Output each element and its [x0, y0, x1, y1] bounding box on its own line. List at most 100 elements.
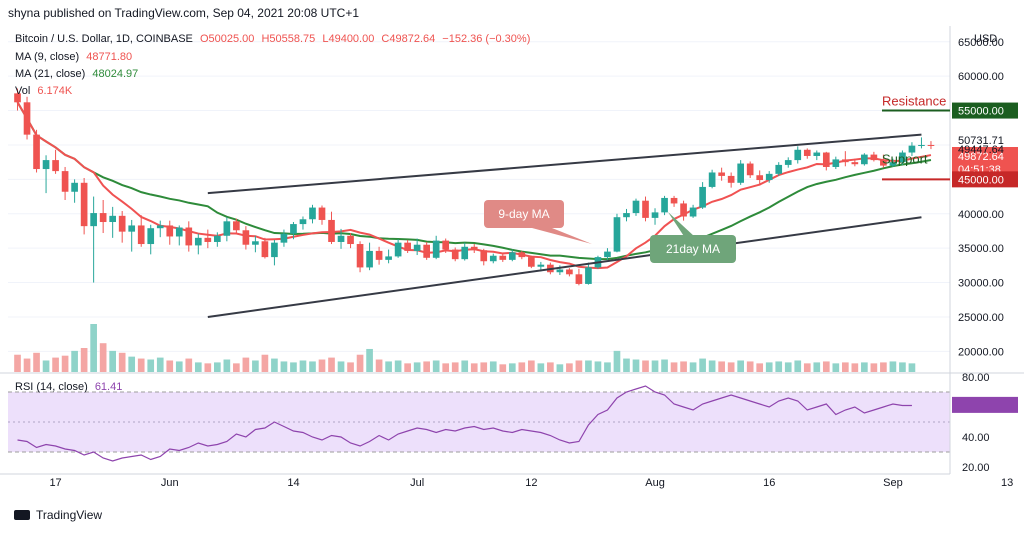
- lower-trendline: [207, 216, 922, 318]
- candle-body: [404, 242, 411, 251]
- candle-body: [194, 237, 202, 246]
- high-value: H50558.75: [261, 33, 316, 45]
- rsi-label: RSI (14, close): [15, 381, 88, 393]
- tradingview-footer[interactable]: TradingView: [14, 508, 102, 522]
- volume-bar: [803, 363, 811, 372]
- price-tick-label: 40000.00: [958, 209, 1004, 221]
- candle-body: [470, 246, 478, 251]
- volume-bar: [794, 360, 802, 372]
- time-tick-label: 12: [525, 477, 537, 489]
- price-tick-label: 20000.00: [958, 346, 1004, 358]
- candle-body: [118, 215, 126, 232]
- candle-body: [156, 225, 164, 229]
- volume-bar: [261, 354, 269, 372]
- volume-bar: [575, 360, 583, 372]
- price-tick-label: 35000.00: [958, 243, 1004, 255]
- candle-body: [461, 246, 469, 260]
- candle-body: [756, 175, 764, 181]
- time-tick-label: 17: [49, 477, 61, 489]
- ma21-line: [16, 101, 932, 261]
- volume-bar: [194, 362, 202, 372]
- volume-bar: [118, 352, 126, 372]
- volume-bar: [290, 362, 297, 372]
- ohlc-legend: Bitcoin / U.S. Dollar, 1D, COINBASE O500…: [15, 33, 530, 45]
- candle-body: [61, 171, 69, 192]
- volume-bar: [680, 361, 687, 372]
- tradingview-logo-icon: [14, 510, 30, 520]
- ma21-legend[interactable]: MA (21, close) 48024.97: [15, 68, 138, 80]
- candle-body: [52, 160, 59, 172]
- volume-bar: [708, 360, 716, 372]
- volume-bar: [99, 343, 107, 372]
- volume-bar: [80, 348, 88, 372]
- time-tick-label: Jun: [161, 477, 179, 489]
- candle-body: [651, 212, 659, 218]
- candle-body: [109, 215, 116, 223]
- volume-bar: [347, 362, 354, 372]
- candle-body: [737, 163, 744, 183]
- ma9-callout-text: 9-day MA: [498, 207, 549, 221]
- volume-bar: [14, 354, 21, 372]
- candle-body: [23, 102, 31, 135]
- volume-bar: [661, 359, 668, 372]
- candle-body: [366, 250, 373, 268]
- volume-bar: [756, 363, 764, 372]
- candle-body: [223, 221, 231, 236]
- close-value: C49872.64: [381, 33, 436, 45]
- candle-body: [508, 252, 516, 260]
- volume-bar: [908, 363, 916, 372]
- volume-bar: [337, 361, 345, 372]
- volume-bar: [185, 358, 193, 372]
- volume-bar: [689, 362, 697, 372]
- candle-body: [394, 242, 402, 257]
- candle-body: [670, 197, 678, 204]
- volume-bar: [233, 363, 240, 372]
- candle-body: [613, 217, 621, 252]
- candle-body: [889, 162, 897, 166]
- candle-body: [908, 145, 916, 153]
- volume-bar: [470, 363, 478, 372]
- open-value: O50025.00: [199, 33, 255, 45]
- candle-body: [803, 149, 811, 156]
- candle-body: [480, 250, 488, 262]
- volume-bar: [623, 358, 630, 372]
- price-tick-label: 65000.00: [958, 37, 1004, 49]
- volume-bar: [889, 361, 897, 372]
- candle-body: [746, 163, 754, 176]
- support-label: Support: [882, 151, 928, 166]
- rsi-legend[interactable]: RSI (14, close) 61.41: [15, 381, 122, 393]
- resistance-price-tag: 55000.00: [958, 106, 1004, 118]
- candle-body: [918, 144, 925, 146]
- support-price-tag-bg: [952, 171, 1018, 188]
- price-tick-label: 60000.00: [958, 71, 1004, 83]
- candle-body: [699, 186, 706, 208]
- volume-bar: [556, 364, 564, 372]
- candle-body: [33, 134, 40, 170]
- candle-body: [528, 257, 535, 267]
- candle-body: [822, 152, 830, 167]
- symbol-label[interactable]: Bitcoin / U.S. Dollar, 1D, COINBASE: [15, 33, 193, 45]
- candle-body: [851, 162, 859, 165]
- volume-bar: [604, 362, 611, 372]
- volume-bar: [718, 361, 725, 372]
- volume-bar: [746, 361, 754, 372]
- volume-legend[interactable]: Vol 6.174K: [15, 85, 72, 97]
- volume-bar: [147, 359, 155, 372]
- candle-body: [318, 207, 326, 220]
- candle-body: [489, 255, 497, 262]
- volume-bar: [214, 362, 221, 372]
- time-tick-label: Sep: [883, 477, 903, 489]
- candle-body: [423, 244, 430, 258]
- volume-bar: [813, 362, 821, 372]
- ma9-legend[interactable]: MA (9, close) 48771.80: [15, 51, 132, 63]
- volume-bar: [613, 350, 621, 372]
- volume-bar: [271, 358, 278, 372]
- volume-bar: [375, 359, 383, 372]
- volume-bar: [309, 361, 316, 372]
- price-tick-label: 30000.00: [958, 278, 1004, 290]
- rsi-value-tag-bg: [952, 396, 1018, 413]
- volume-bar: [765, 362, 773, 372]
- candle-body: [347, 235, 354, 245]
- volume-bar: [90, 324, 97, 372]
